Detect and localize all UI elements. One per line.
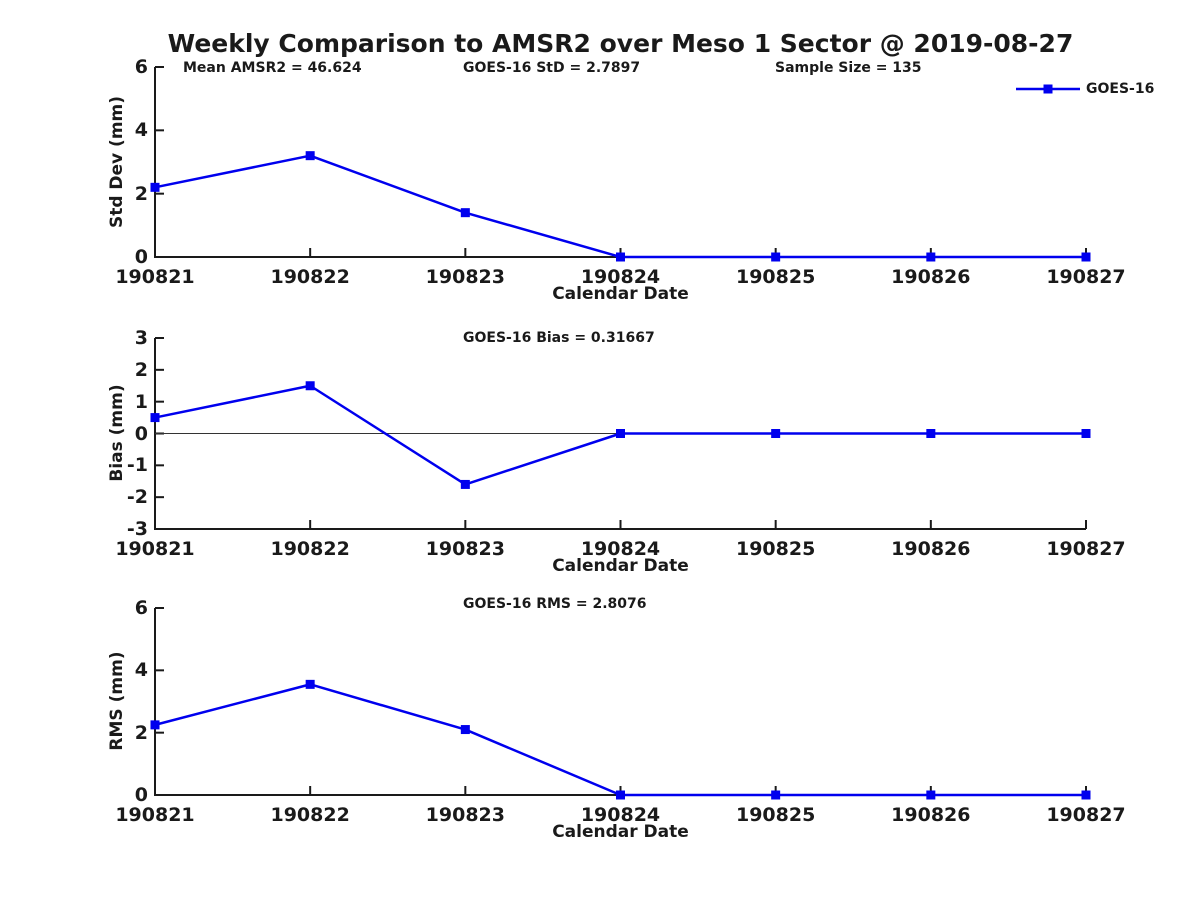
x-tick-label: 190823 — [425, 538, 505, 560]
x-tick-label: 190824 — [580, 804, 661, 826]
y-tick-label: -1 — [126, 454, 148, 477]
data-point-marker — [771, 252, 781, 262]
subplot-3-xlabel: Calendar Date — [552, 822, 689, 842]
x-tick-label: 190827 — [1046, 266, 1126, 288]
subplot-1 — [150, 66, 1091, 262]
data-point-marker — [150, 182, 160, 192]
data-point-marker — [150, 720, 160, 730]
y-tick-label: 3 — [134, 327, 148, 349]
subplot-3 — [150, 607, 1091, 800]
annotation-mean-amsr2: Mean AMSR2 = 46.624 — [183, 60, 362, 76]
x-tick-label: 190826 — [891, 266, 971, 288]
x-tick-label: 190823 — [425, 804, 505, 826]
data-point-marker — [305, 679, 315, 689]
data-point-marker — [1081, 790, 1091, 800]
y-tick-label: 6 — [134, 597, 148, 619]
data-point-marker — [616, 429, 625, 438]
data-point-marker — [305, 151, 315, 161]
legend: GOES-16 — [1016, 81, 1154, 97]
x-tick-label: 190825 — [735, 266, 816, 288]
x-tick-label: 190827 — [1046, 804, 1126, 826]
x-tick-label: 190822 — [270, 538, 350, 560]
annotation-goes16-rms: GOES-16 RMS = 2.8076 — [463, 596, 647, 612]
axis-spine — [154, 67, 1086, 258]
x-tick-label: 190824 — [580, 538, 661, 560]
data-point-marker — [305, 381, 315, 391]
x-tick-label: 190826 — [891, 804, 971, 826]
subplot-2-xlabel: Calendar Date — [552, 556, 689, 576]
data-point-marker — [1081, 252, 1091, 262]
subplot-1-xlabel: Calendar Date — [552, 284, 689, 304]
y-tick-label: 0 — [134, 784, 148, 806]
data-point-marker — [460, 479, 470, 489]
annotation-goes16-std: GOES-16 StD = 2.7897 — [463, 60, 641, 76]
data-point-marker — [926, 790, 936, 800]
x-tick-label: 190821 — [115, 538, 195, 560]
subplot-1-ylabel: Std Dev (mm) — [107, 95, 127, 229]
y-tick-label: 2 — [134, 182, 148, 205]
data-point-marker — [460, 725, 470, 735]
data-point-marker — [771, 429, 781, 438]
y-tick-label: 0 — [134, 422, 148, 445]
y-tick-label: 0 — [134, 246, 148, 268]
data-point-marker — [1081, 429, 1091, 438]
x-tick-label: 190825 — [735, 538, 816, 560]
data-point-marker — [926, 429, 936, 438]
x-tick-label: 190823 — [425, 266, 505, 288]
annotation-goes16-bias: GOES-16 Bias = 0.31667 — [463, 330, 655, 346]
x-tick-label: 190822 — [270, 804, 350, 826]
y-tick-label: 6 — [134, 56, 148, 78]
y-tick-label: 4 — [134, 119, 148, 142]
x-tick-label: 190827 — [1046, 538, 1126, 560]
data-point-marker — [460, 208, 470, 218]
x-tick-label: 190822 — [270, 266, 350, 288]
y-tick-label: 2 — [134, 358, 148, 381]
x-tick-label: 190821 — [115, 804, 195, 826]
subplot-2 — [150, 337, 1091, 530]
data-point-marker — [771, 790, 781, 800]
x-tick-label: 190826 — [891, 538, 971, 560]
series-line — [154, 683, 1086, 797]
subplot-3-ylabel: RMS (mm) — [107, 651, 127, 751]
data-point-marker — [616, 790, 625, 800]
x-tick-label: 190821 — [115, 266, 195, 288]
x-tick-label: 190824 — [580, 266, 661, 288]
y-tick-label: -3 — [126, 518, 148, 540]
data-point-marker — [616, 252, 625, 262]
y-tick-label: 1 — [134, 390, 148, 413]
data-point-marker — [150, 413, 160, 423]
legend-label: GOES-16 — [1086, 81, 1155, 97]
y-tick-label: 4 — [134, 659, 148, 682]
figure-title: Weekly Comparison to AMSR2 over Meso 1 S… — [167, 29, 1074, 58]
y-tick-label: 2 — [134, 721, 148, 744]
series-line — [154, 154, 1086, 259]
y-tick-label: -2 — [126, 486, 148, 509]
data-point-marker — [926, 252, 936, 262]
annotation-sample-size: Sample Size = 135 — [775, 60, 922, 76]
axis-spine — [154, 608, 1086, 796]
x-tick-label: 190825 — [735, 804, 816, 826]
legend-line-marker-icon — [1016, 84, 1080, 94]
